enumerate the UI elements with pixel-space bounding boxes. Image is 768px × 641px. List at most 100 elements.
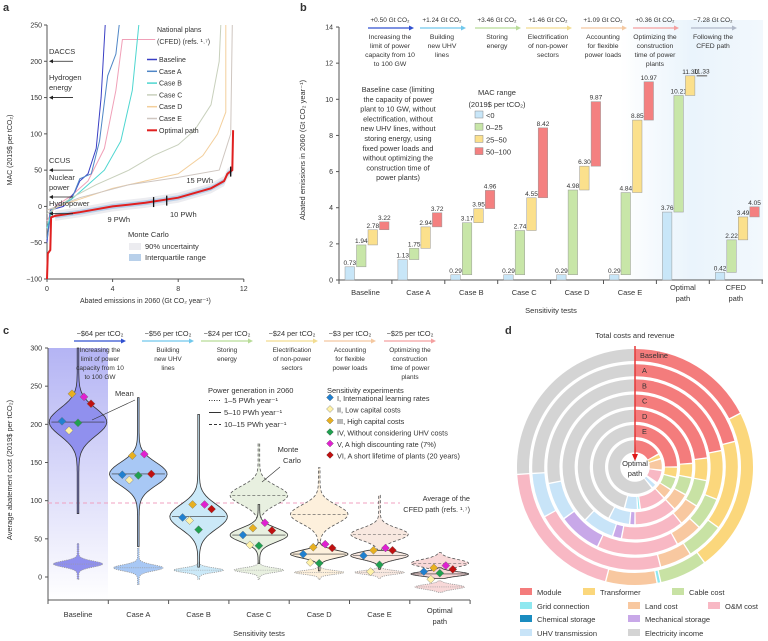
- bar-segment: [537, 127, 548, 199]
- experiment-marker: [185, 516, 194, 525]
- baseline-note: electrification, without: [363, 114, 433, 123]
- ring-segment: [647, 469, 662, 483]
- experiment-marker: [435, 568, 445, 578]
- step-description: plants: [401, 374, 419, 381]
- y-tick-label: 200: [30, 59, 42, 66]
- baseline-note: fixed power loads and: [363, 144, 434, 153]
- step-description: time of power: [390, 365, 430, 372]
- monte-carlo-title: Monte Carlo: [128, 230, 169, 239]
- experiment-marker: [375, 560, 384, 570]
- bar-value-label: 0.29: [555, 268, 568, 275]
- ring-segment: [635, 425, 677, 467]
- category-label: CFED: [726, 283, 747, 292]
- bar-value-label: 2.78: [366, 223, 379, 230]
- bar-segment: [673, 95, 684, 213]
- arrowhead-icon: [248, 338, 253, 344]
- experiment-marker: [245, 540, 255, 550]
- y-axis-title: Average abatement cost (2019$ per tCO₂): [5, 399, 14, 540]
- step-description: sectors: [282, 365, 304, 372]
- legend-marker: [326, 439, 334, 448]
- bar-segment: [715, 272, 726, 281]
- step-description: new UHV: [154, 356, 182, 363]
- legend-swatch: [628, 629, 640, 636]
- arrowhead-icon: [516, 25, 521, 31]
- ring-segment: [635, 409, 693, 464]
- experiment-marker: [381, 543, 390, 553]
- ring-segment: [674, 476, 692, 494]
- experiment-marker: [320, 539, 330, 549]
- bar-segment: [685, 75, 696, 96]
- bar-value-label: 2.94: [419, 220, 432, 227]
- bar-value-label: 3.95: [472, 202, 485, 209]
- experiment-marker: [248, 523, 258, 533]
- legend-swatch: [474, 135, 484, 143]
- ring-segment: [658, 553, 704, 583]
- legend-label: 0–25: [486, 123, 503, 132]
- pwh-label: 10 PWh: [170, 210, 197, 219]
- step-description: energy: [217, 356, 238, 363]
- legend-swatch: [129, 243, 141, 250]
- cfed-curve: [46, 39, 156, 222]
- bar-segment: [738, 216, 749, 241]
- y-tick-label: 250: [30, 23, 42, 30]
- experiment-marker: [388, 546, 397, 555]
- bar-segment: [726, 239, 737, 273]
- legend-label: IV, Without considering UHV costs: [337, 429, 448, 438]
- ring-segment: [664, 467, 677, 477]
- violin-monte-carlo: [290, 467, 349, 547]
- technology-label: Hydrogen: [49, 73, 82, 82]
- mean-label: Mean: [115, 389, 134, 398]
- center-label: Optimal: [622, 459, 648, 468]
- arrowhead-icon: [431, 338, 436, 344]
- x-tick-label: 4: [111, 286, 115, 293]
- technology-label: energy: [49, 83, 72, 92]
- step-description: new UHV: [428, 43, 457, 50]
- legend-label: II, Low capital costs: [337, 406, 401, 415]
- bar-segment: [526, 197, 537, 231]
- legend-title: Sensitivity experiments: [327, 386, 404, 395]
- arrowhead-icon: [409, 25, 414, 31]
- ring-segment: [684, 520, 718, 554]
- ring-segment: [532, 364, 635, 473]
- ring-segment: [686, 478, 706, 506]
- step-description: of non-power: [528, 43, 568, 50]
- y-tick-label: 0: [38, 204, 42, 211]
- step-value: −$56 per tCO₂: [145, 329, 192, 338]
- bar-segment: [485, 190, 496, 209]
- step-value: +1.46 Gt CO₂: [528, 17, 568, 24]
- step-description: energy: [487, 43, 508, 50]
- violin-mid-generation: [169, 414, 228, 568]
- bar-segment: [609, 274, 620, 281]
- category-label: path: [432, 617, 447, 626]
- panel-label: c: [3, 325, 9, 337]
- bar-value-label: 3.72: [431, 206, 444, 213]
- y-tick-label: 150: [30, 460, 42, 467]
- bar-segment: [367, 229, 378, 246]
- bar-segment: [397, 259, 408, 281]
- step-description: Electrification: [528, 34, 569, 41]
- legend-label: Case B: [159, 81, 182, 88]
- technology-label: CCUS: [49, 156, 70, 165]
- category-label: Baseline: [64, 610, 93, 619]
- bar-segment: [514, 230, 525, 276]
- bar-segment: [450, 274, 461, 281]
- legend-swatch: [474, 110, 484, 119]
- legend-swatch: [583, 588, 595, 595]
- experiment-marker: [369, 546, 378, 555]
- y-tick-label: 150: [30, 95, 42, 102]
- ring-segment: [635, 349, 740, 419]
- ring-segment: [666, 489, 685, 509]
- legend-swatch: [474, 147, 484, 155]
- category-label: path: [676, 294, 691, 303]
- step-description: Accounting: [586, 34, 620, 41]
- bar-segment: [462, 222, 473, 276]
- legend-swatch: [520, 588, 532, 595]
- step-description: of non-power: [273, 356, 312, 363]
- pwh-label: 15 PWh: [186, 176, 213, 185]
- category-label: Baseline: [351, 288, 380, 297]
- legend-label: Chemical storage: [537, 615, 595, 624]
- arrowhead-icon: [632, 454, 638, 461]
- step-description: Accounting: [334, 347, 367, 354]
- experiment-marker: [128, 451, 137, 460]
